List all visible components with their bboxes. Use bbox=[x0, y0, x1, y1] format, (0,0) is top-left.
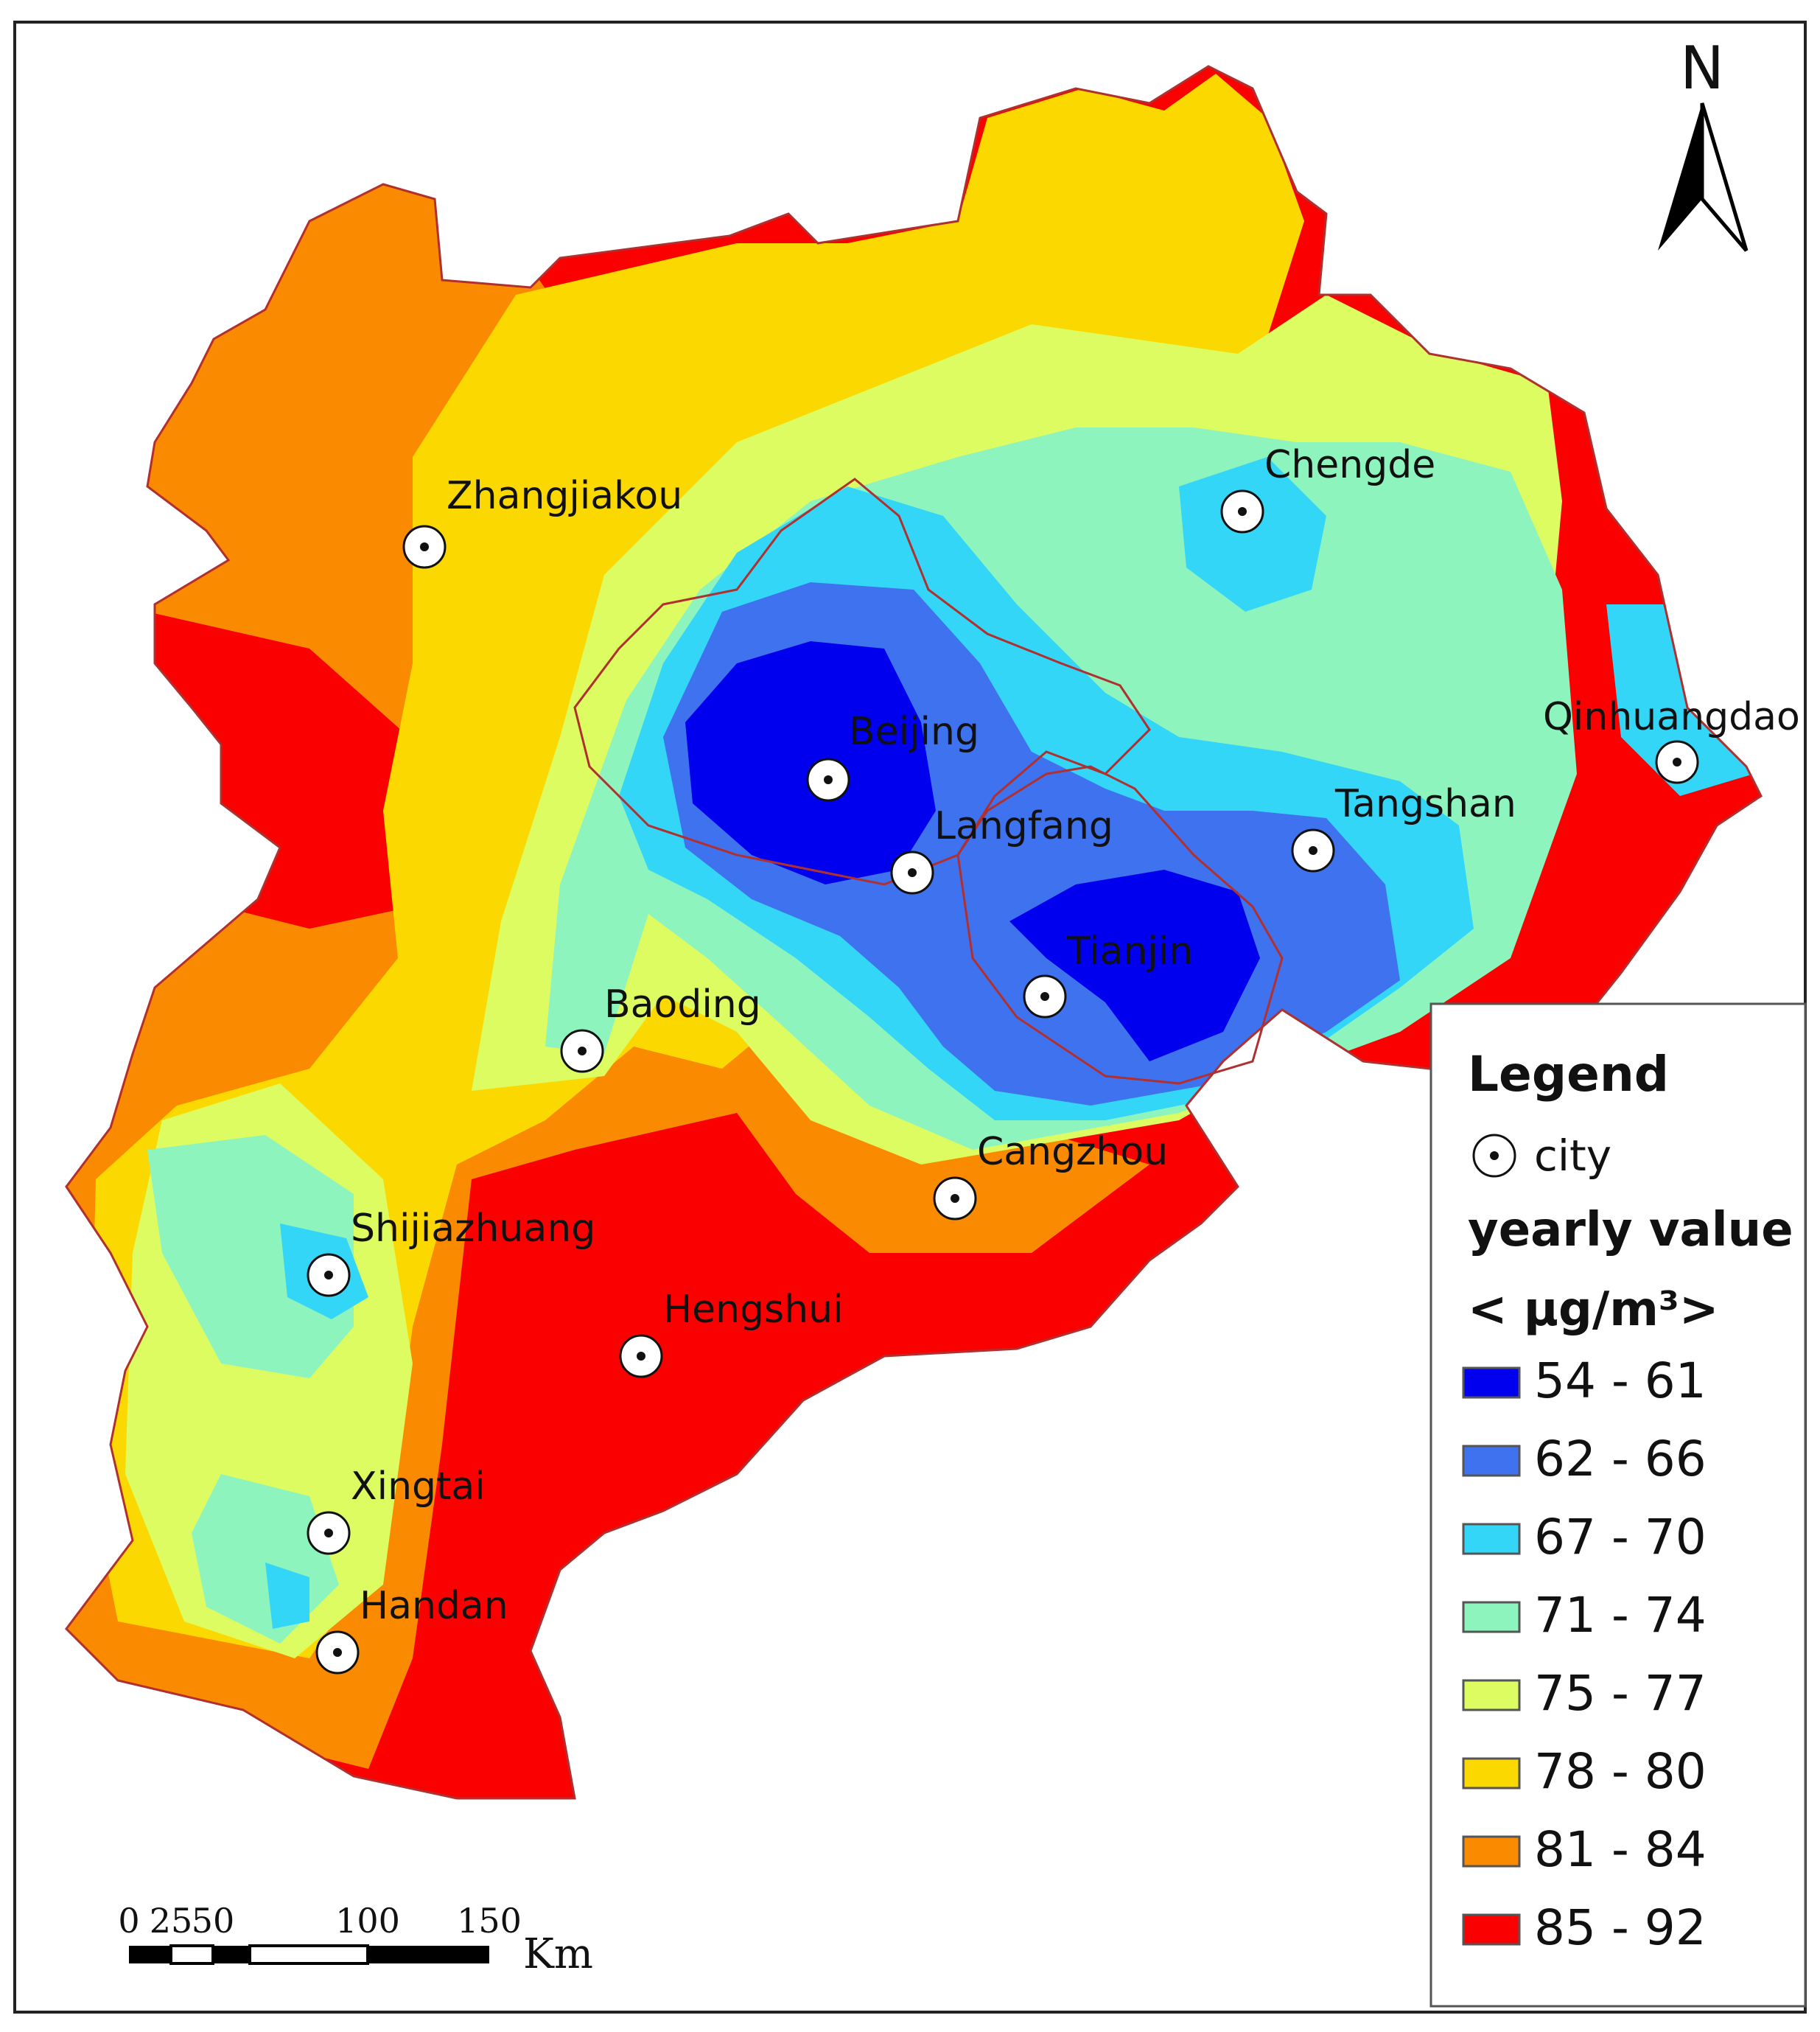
legend-swatch bbox=[1462, 1366, 1521, 1399]
legend-class-label: 54 - 61 bbox=[1534, 1352, 1707, 1409]
legend-class-label: 62 - 66 bbox=[1534, 1431, 1707, 1487]
city-marker-zhangjiakou: Zhangjiakou bbox=[402, 474, 682, 569]
city-dot bbox=[1309, 846, 1317, 855]
legend-city-label: city bbox=[1534, 1131, 1611, 1181]
city-marker-handan: Handan bbox=[315, 1584, 508, 1675]
legend-value-title: yearly value bbox=[1468, 1203, 1793, 1257]
legend-swatch bbox=[1462, 1445, 1521, 1477]
city-marker-tianjin: Tianjin bbox=[1023, 929, 1193, 1019]
city-dot bbox=[1238, 507, 1247, 516]
city-dot bbox=[951, 1194, 959, 1203]
city-marker-cangzhou: Cangzhou bbox=[933, 1130, 1168, 1221]
admin-boundary-tianjin bbox=[956, 765, 1284, 1085]
scale-segment-4 bbox=[248, 1944, 369, 1965]
city-dot bbox=[1673, 758, 1681, 767]
city-label: Zhangjiakou bbox=[447, 474, 682, 518]
legend-swatch bbox=[1462, 1523, 1521, 1555]
legend: Legend city yearly value < μg/m³> 54 - 6… bbox=[1429, 1002, 1807, 2008]
scale-segment-5 bbox=[368, 1946, 489, 1963]
city-dot bbox=[908, 868, 917, 877]
city-label: Xingtai bbox=[351, 1464, 486, 1509]
scale-tick-label: 50 bbox=[192, 1901, 235, 1941]
north-arrow-left bbox=[1658, 103, 1702, 251]
legend-class-label: 75 - 77 bbox=[1534, 1665, 1707, 1722]
city-marker-tangshan: Tangshan bbox=[1291, 782, 1516, 873]
north-arrow: N bbox=[1658, 34, 1749, 252]
city-label: Langfang bbox=[934, 804, 1113, 848]
legend-class-label: 81 - 84 bbox=[1534, 1821, 1707, 1878]
legend-classes: 54 - 61 62 - 66 67 - 70 71 - 74 75 - 77 78 - … bbox=[1462, 1352, 1707, 1956]
legend-swatch bbox=[1462, 1835, 1521, 1868]
scale-segment-3 bbox=[213, 1946, 250, 1963]
city-label: Qinhuangdao bbox=[1543, 695, 1800, 739]
legend-swatch bbox=[1462, 1679, 1521, 1711]
city-label: Hengshui bbox=[663, 1288, 844, 1332]
legend-unit: < μg/m³> bbox=[1468, 1282, 1719, 1337]
city-layer: Zhangjiakou Chengde Beijing Qinhuangdao Lang… bbox=[307, 443, 1800, 1675]
zone-54-61-north bbox=[685, 641, 936, 884]
legend-swatch bbox=[1462, 1757, 1521, 1790]
zone-85-92-south bbox=[354, 1113, 1120, 1798]
legend-class-label: 67 - 70 bbox=[1534, 1509, 1707, 1565]
city-dot bbox=[578, 1047, 587, 1055]
north-arrow-right bbox=[1700, 102, 1749, 252]
city-dot bbox=[333, 1648, 342, 1657]
city-dot bbox=[1040, 992, 1049, 1001]
scale-tick-label: 0 bbox=[118, 1901, 139, 1941]
city-dot bbox=[824, 775, 833, 784]
city-label: Baoding bbox=[604, 982, 761, 1027]
city-marker-hengshui: Hengshui bbox=[619, 1288, 844, 1378]
city-dot bbox=[637, 1352, 645, 1361]
zone-54-61-east bbox=[1009, 870, 1260, 1061]
city-marker-beijing: Beijing bbox=[806, 710, 979, 802]
city-marker-baoding: Baoding bbox=[560, 982, 761, 1073]
scale-segment-2 bbox=[169, 1944, 214, 1965]
legend-swatch bbox=[1462, 1913, 1521, 1946]
admin-boundary-beijing bbox=[573, 478, 1151, 886]
city-label: Handan bbox=[360, 1584, 508, 1628]
legend-swatch bbox=[1462, 1601, 1521, 1633]
scale-tick-label: 25 bbox=[150, 1901, 193, 1941]
scale-tick-label: 150 bbox=[457, 1901, 522, 1941]
city-marker-shijiazhuang: Shijiazhuang bbox=[307, 1207, 595, 1297]
legend-city-dot bbox=[1490, 1151, 1499, 1160]
legend-title: Legend bbox=[1468, 1046, 1669, 1103]
legend-class-label: 71 - 74 bbox=[1534, 1587, 1707, 1644]
scale-tick-label: 100 bbox=[335, 1901, 400, 1941]
city-label: Beijing bbox=[849, 710, 979, 754]
city-label: Tianjin bbox=[1066, 929, 1193, 974]
city-dot bbox=[420, 542, 429, 551]
city-marker-xingtai: Xingtai bbox=[307, 1464, 486, 1555]
scale-segment-1 bbox=[129, 1946, 171, 1963]
zone-71-74 bbox=[147, 427, 1577, 1644]
city-label: Cangzhou bbox=[977, 1130, 1168, 1174]
city-label: Chengde bbox=[1264, 443, 1435, 487]
scale-unit: Km bbox=[523, 1930, 593, 1978]
city-dot bbox=[324, 1271, 333, 1279]
city-marker-chengde: Chengde bbox=[1220, 443, 1435, 534]
city-marker-qinhuangdao: Qinhuangdao bbox=[1543, 695, 1800, 784]
legend-class-label: 78 - 80 bbox=[1534, 1743, 1707, 1800]
city-label: Tangshan bbox=[1334, 782, 1516, 826]
city-dot bbox=[324, 1529, 333, 1537]
north-label: N bbox=[1680, 34, 1724, 102]
city-label: Shijiazhuang bbox=[351, 1207, 595, 1251]
city-marker-langfang: Langfang bbox=[890, 804, 1113, 895]
legend-class-label: 85 - 92 bbox=[1534, 1899, 1707, 1956]
